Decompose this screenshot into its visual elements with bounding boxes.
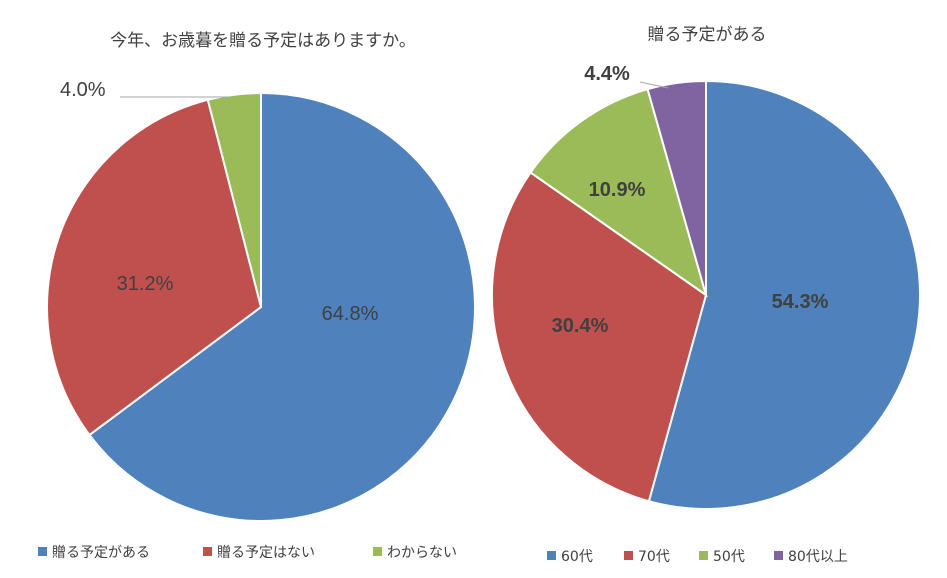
- pie-slice-1: [647, 79, 921, 510]
- chart-2-legend: 60代 70代 50代 80代以上: [547, 549, 848, 565]
- data-label-3: 4.0%: [60, 79, 106, 101]
- data-label-1: 64.8%: [322, 303, 379, 325]
- legend-swatch-4: [774, 551, 783, 560]
- pie-slice-2: [491, 171, 708, 503]
- chart-1-legend: 贈る予定がある 贈る予定はない わからない: [38, 545, 457, 561]
- data-label-2: 30.4%: [552, 315, 609, 337]
- legend-label-2: 70代: [638, 549, 670, 565]
- data-label-1: 54.3%: [772, 291, 829, 313]
- leader-line: [639, 81, 669, 89]
- legend-label-2: 贈る予定はない: [217, 545, 315, 561]
- chart-1-title: 今年、お歳暮を贈る予定はありますか。: [110, 31, 416, 51]
- pie-slice-2: [46, 98, 263, 437]
- legend-label-3: わからない: [387, 545, 457, 561]
- pie-slice-4: [646, 79, 707, 296]
- legend-swatch-1: [38, 547, 47, 556]
- data-label-2: 31.2%: [117, 273, 174, 295]
- legend-swatch-3: [373, 547, 382, 556]
- chart-2-pie: 54.3% 30.4% 10.9% 4.4%: [491, 63, 921, 510]
- legend-swatch-1: [547, 551, 556, 560]
- chart-1-pie: 64.8% 31.2% 4.0%: [46, 79, 476, 522]
- pie-slice-1: [88, 91, 476, 522]
- pie-slice-3: [206, 91, 262, 308]
- legend-swatch-3: [699, 551, 708, 560]
- legend-swatch-2: [203, 547, 212, 556]
- legend-swatch-2: [624, 551, 633, 560]
- chart-2-title: 贈る予定がある: [648, 25, 767, 45]
- legend-label-4: 80代以上: [788, 549, 848, 565]
- legend-label-1: 60代: [561, 549, 593, 565]
- legend-label-3: 50代: [713, 549, 745, 565]
- legend-label-1: 贈る予定がある: [52, 545, 150, 561]
- data-label-3: 10.9%: [589, 179, 646, 201]
- data-label-4: 4.4%: [584, 63, 630, 85]
